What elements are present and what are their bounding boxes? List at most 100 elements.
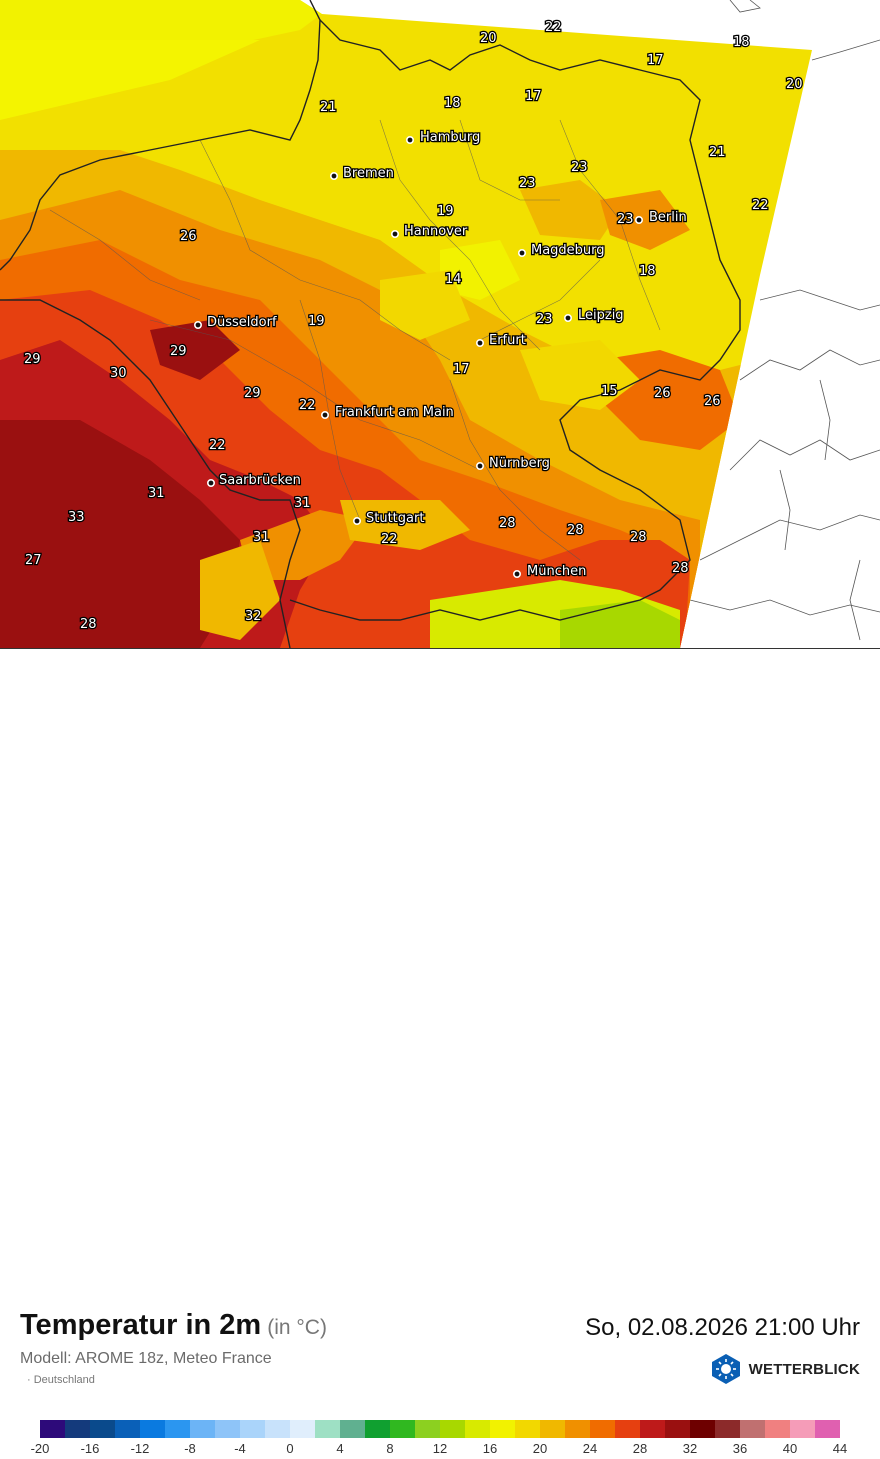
legend-swatch: [615, 1420, 640, 1438]
legend-tick-label: 4: [336, 1441, 344, 1456]
legend-swatch: [140, 1420, 165, 1438]
city-label: Leipzig: [578, 308, 624, 323]
legend-swatch: [365, 1420, 390, 1438]
region-label: · Deutschland: [27, 1374, 95, 1386]
temperature-value: 17: [453, 362, 470, 377]
legend-tick-label: 44: [832, 1441, 848, 1456]
temperature-map[interactable]: Hamburg Bremen Hannover Berlin Magdeburg…: [0, 0, 880, 649]
temperature-value: 23: [519, 176, 536, 191]
temperature-value: 20: [480, 31, 497, 46]
temperature-value: 23: [617, 212, 634, 227]
temperature-value: 23: [571, 160, 588, 175]
legend-ticks: -20 -16 -12 -8 -4 0 4 8 12 16 20 24 28 32 36 40 44: [0, 1441, 880, 1459]
legend-swatch: [215, 1420, 240, 1438]
city-label: Frankfurt am Main: [335, 405, 454, 420]
temperature-value: 22: [381, 532, 398, 547]
temperature-value: 29: [170, 344, 187, 359]
city-muenchen[interactable]: München: [512, 563, 588, 580]
legend-swatch: [665, 1420, 690, 1438]
legend-tick-label: -16: [80, 1441, 100, 1456]
color-legend: [40, 1420, 840, 1438]
legend-tick-label: 0: [286, 1441, 294, 1456]
city-label: Hamburg: [420, 130, 480, 145]
city-magdeburg[interactable]: Magdeburg: [517, 242, 606, 259]
legend-tick-label: 12: [432, 1441, 448, 1456]
city-label: Magdeburg: [531, 243, 605, 258]
legend-tick-label: 36: [732, 1441, 748, 1456]
city-nuernberg[interactable]: Nürnberg: [475, 455, 551, 472]
title-text: Temperatur in 2m: [20, 1309, 262, 1341]
temperature-value: 18: [444, 96, 461, 111]
temperature-value: 18: [733, 35, 750, 50]
temperature-value: 28: [672, 561, 689, 576]
temperature-value: 21: [320, 100, 337, 115]
temperature-value: 30: [110, 366, 127, 381]
temperature-value: 32: [245, 609, 262, 624]
temperature-value: 27: [25, 553, 42, 568]
temperature-value: 22: [752, 198, 769, 213]
city-saarbruecken[interactable]: Saarbrücken: [207, 472, 302, 489]
legend-tick-label: 40: [782, 1441, 798, 1456]
temperature-value: 31: [148, 486, 165, 501]
city-berlin[interactable]: Berlin: [634, 209, 688, 226]
city-markers: Hamburg Bremen Hannover Berlin Magdeburg…: [194, 129, 688, 580]
temperature-value: 22: [209, 438, 226, 453]
legend-swatch: [40, 1420, 65, 1438]
legend-swatch: [565, 1420, 590, 1438]
legend-tick-label: 20: [532, 1441, 548, 1456]
temperature-value: 18: [639, 264, 656, 279]
state-borders: [49, 119, 661, 561]
legend-swatch: [65, 1420, 90, 1438]
temperature-values: 22 20 18 17 20 21 18 17 21 23 23 22 19 2…: [23, 19, 804, 634]
city-frankfurt-am-main[interactable]: Frankfurt am Main: [320, 404, 455, 421]
city-label: Erfurt: [489, 333, 526, 348]
city-label: Bremen: [343, 166, 394, 181]
city-leipzig[interactable]: Leipzig: [563, 307, 625, 324]
legend-swatch: [265, 1420, 290, 1438]
city-label: Stuttgart: [366, 511, 424, 526]
outside-borders: [689, 0, 880, 641]
city-erfurt[interactable]: Erfurt: [475, 332, 527, 349]
legend-swatch: [690, 1420, 715, 1438]
legend-swatch: [640, 1420, 665, 1438]
temperature-value: 17: [647, 53, 664, 68]
city-hannover[interactable]: Hannover: [390, 223, 469, 240]
legend-tick-label: 32: [682, 1441, 698, 1456]
model-info: Modell: AROME 18z, Meteo France: [20, 1350, 272, 1367]
temperature-value: 14: [445, 272, 462, 287]
temperature-value: 28: [630, 530, 647, 545]
temperature-value: 22: [299, 398, 316, 413]
legend-tick-label: -20: [30, 1441, 50, 1456]
legend-swatch: [340, 1420, 365, 1438]
legend-swatch: [240, 1420, 265, 1438]
city-label: Berlin: [649, 210, 687, 225]
temperature-value: 20: [786, 77, 803, 92]
legend-swatch: [540, 1420, 565, 1438]
city-duesseldorf[interactable]: Düsseldorf: [194, 314, 278, 331]
map-title: Temperatur in 2m (in °C): [20, 1309, 327, 1342]
temperature-value: 31: [294, 496, 311, 511]
city-stuttgart[interactable]: Stuttgart: [352, 510, 426, 527]
temperature-value: 33: [68, 510, 85, 525]
temperature-value: 26: [654, 386, 671, 401]
title-unit: (in °C): [267, 1316, 327, 1339]
legend-swatch: [465, 1420, 490, 1438]
legend-swatch: [715, 1420, 740, 1438]
brand-logo[interactable]: WETTERBLICK: [709, 1353, 860, 1385]
city-bremen[interactable]: Bremen: [329, 165, 395, 182]
temperature-value: 22: [545, 20, 562, 35]
city-hamburg[interactable]: Hamburg: [405, 129, 482, 146]
temperature-value: 26: [704, 394, 721, 409]
legend-tick-label: -12: [130, 1441, 150, 1456]
legend-swatch: [815, 1420, 840, 1438]
legend-swatch: [90, 1420, 115, 1438]
legend-swatch: [790, 1420, 815, 1438]
legend-tick-label: -8: [184, 1441, 196, 1456]
legend-swatch: [115, 1420, 140, 1438]
temperature-value: 28: [80, 617, 97, 632]
temperature-value: 21: [709, 145, 726, 160]
temperature-value: 28: [567, 523, 584, 538]
temperature-value: 19: [437, 204, 454, 219]
legend-swatch: [165, 1420, 190, 1438]
legend-swatch: [740, 1420, 765, 1438]
